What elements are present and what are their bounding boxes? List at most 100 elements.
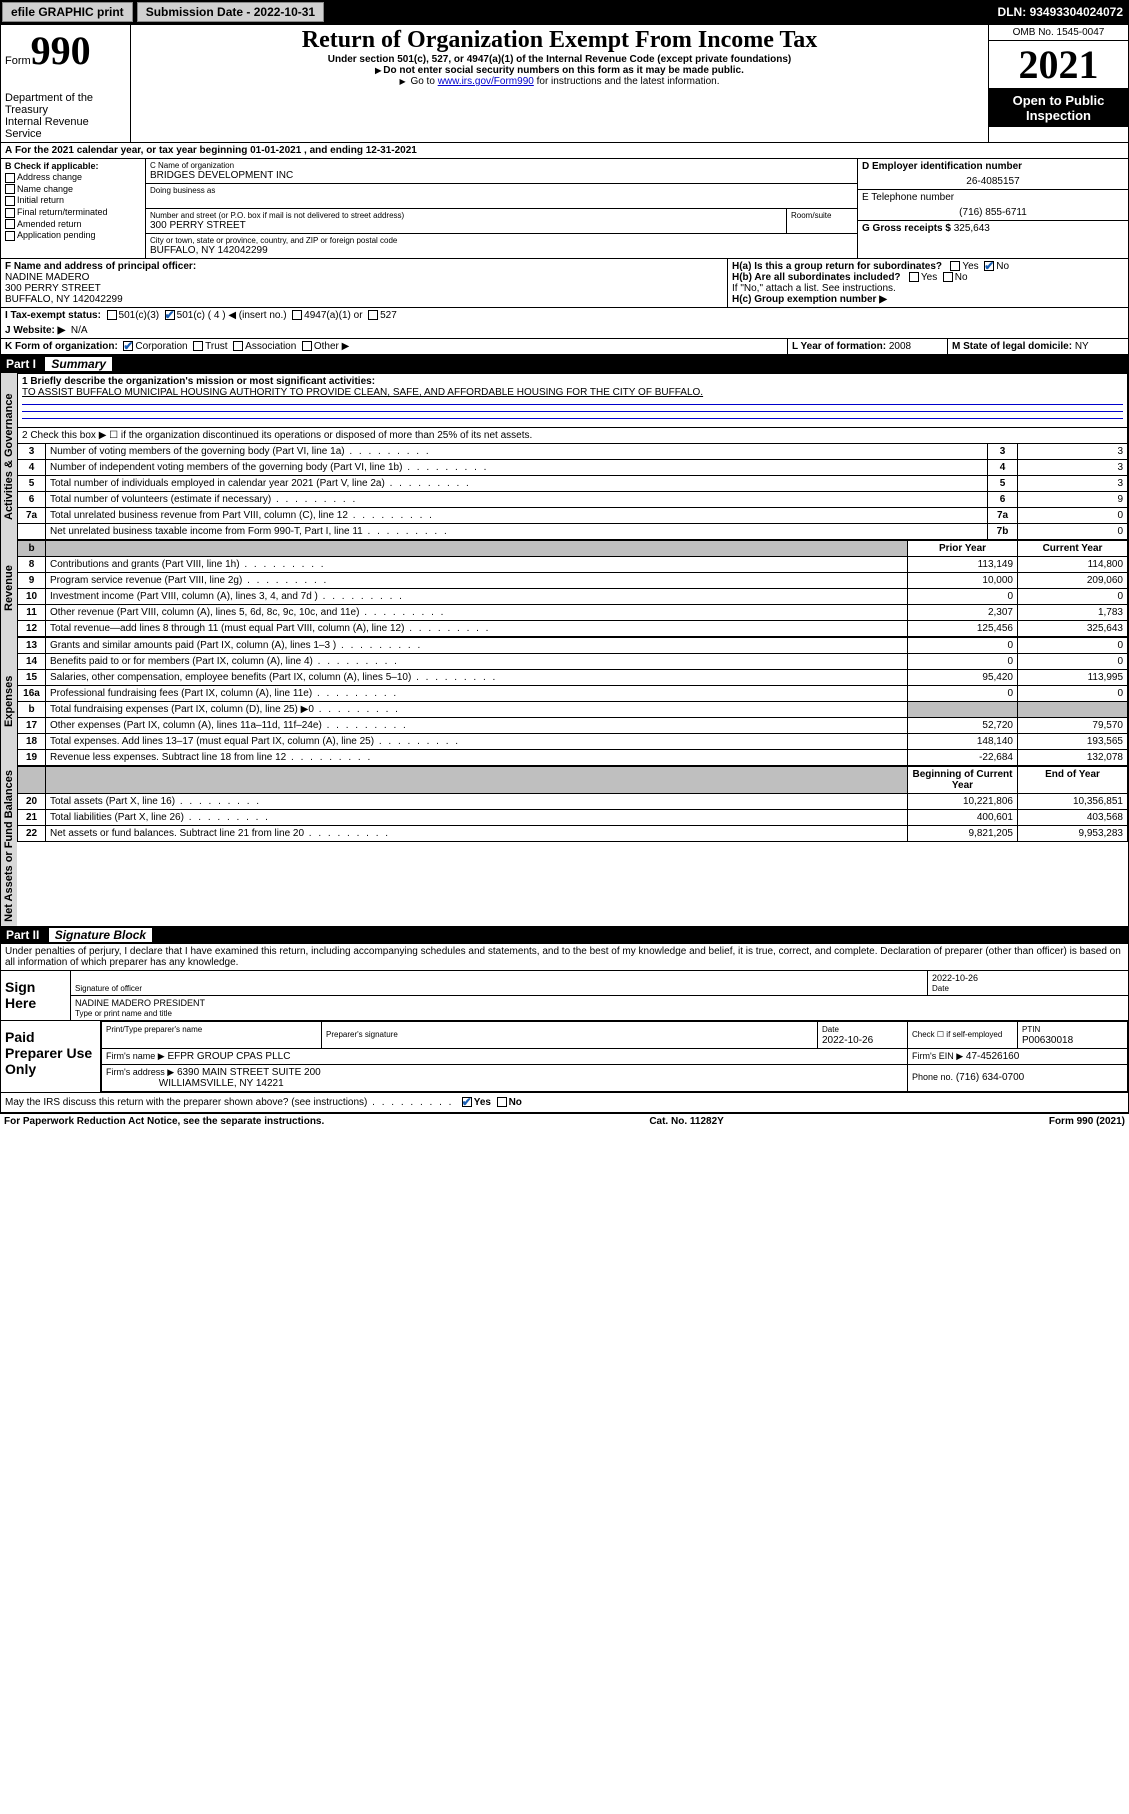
501c-checkbox[interactable] xyxy=(165,310,175,320)
sign-here-block: Sign Here Signature of officer 2022-10-2… xyxy=(0,971,1129,1021)
line-no: 14 xyxy=(18,654,46,670)
ij-row: I Tax-exempt status: 501(c)(3) 501(c) ( … xyxy=(0,308,1129,339)
app-pending-checkbox[interactable] xyxy=(5,231,15,241)
efile-button[interactable]: efile GRAPHIC print xyxy=(2,2,133,22)
line-val: 0 xyxy=(1018,524,1128,540)
amended-return-checkbox[interactable] xyxy=(5,219,15,229)
section-h: H(a) Is this a group return for subordin… xyxy=(728,259,1128,307)
part1-title: Summary xyxy=(45,357,112,371)
firm-addr1: 6390 MAIN STREET SUITE 200 xyxy=(177,1067,321,1078)
klm-row: K Form of organization: Corporation Trus… xyxy=(0,339,1129,355)
line-desc: Other expenses (Part IX, column (A), lin… xyxy=(46,718,908,734)
prep-name-label: Print/Type preparer's name xyxy=(106,1025,202,1034)
501c3-checkbox[interactable] xyxy=(107,310,117,320)
paid-preparer-block: Paid Preparer Use Only Print/Type prepar… xyxy=(0,1021,1129,1093)
hb-note: If "No," attach a list. See instructions… xyxy=(732,283,1124,294)
line-no: 18 xyxy=(18,734,46,750)
line-val: 9 xyxy=(1018,492,1128,508)
ein-value: 26-4085157 xyxy=(862,176,1124,187)
line-desc: Total revenue—add lines 8 through 11 (mu… xyxy=(46,621,908,637)
527-checkbox[interactable] xyxy=(368,310,378,320)
f-label: F Name and address of principal officer: xyxy=(5,261,196,272)
expenses-table: 13 Grants and similar amounts paid (Part… xyxy=(17,637,1128,766)
dba-label: Doing business as xyxy=(150,186,853,195)
firm-addr-label: Firm's address ▶ xyxy=(106,1067,174,1077)
sub3-pre: Go to xyxy=(410,76,437,87)
line-desc: Net assets or fund balances. Subtract li… xyxy=(46,826,908,842)
firm-phone-label: Phone no. xyxy=(912,1072,953,1082)
line-no: 15 xyxy=(18,670,46,686)
line-no: 4 xyxy=(18,460,46,476)
form-subtitle-2: Do not enter social security numbers on … xyxy=(137,65,982,76)
final-return-checkbox[interactable] xyxy=(5,208,15,218)
boy-header: Beginning of Current Year xyxy=(908,767,1018,794)
g-label: G Gross receipts $ xyxy=(862,223,951,234)
line-box: 7b xyxy=(988,524,1018,540)
ha-no-checkbox[interactable] xyxy=(984,261,994,271)
firm-name: EFPR GROUP CPAS PLLC xyxy=(167,1051,290,1062)
corp-checkbox[interactable] xyxy=(123,341,133,351)
org-name: BRIDGES DEVELOPMENT INC xyxy=(150,170,853,181)
line-box: 4 xyxy=(988,460,1018,476)
line-desc: Benefits paid to or for members (Part IX… xyxy=(46,654,908,670)
form-subtitle-1: Under section 501(c), 527, or 4947(a)(1)… xyxy=(137,54,982,65)
line-no: 13 xyxy=(18,638,46,654)
section-f: F Name and address of principal officer:… xyxy=(1,259,728,307)
sig-officer-label: Signature of officer xyxy=(75,984,142,993)
trust-checkbox[interactable] xyxy=(193,341,203,351)
form-year-block: OMB No. 1545-0047 2021 Open to Public In… xyxy=(988,25,1128,142)
sig-date-label: Date xyxy=(932,984,949,993)
j-label: J Website: ▶ xyxy=(5,325,65,336)
irs-link[interactable]: www.irs.gov/Form990 xyxy=(438,76,534,87)
discuss-row: May the IRS discuss this return with the… xyxy=(0,1093,1129,1113)
name-change-checkbox[interactable] xyxy=(5,184,15,194)
address-change-checkbox[interactable] xyxy=(5,173,15,183)
initial-return-checkbox[interactable] xyxy=(5,196,15,206)
section-b-label: B Check if applicable: xyxy=(5,161,99,171)
hc-label: H(c) Group exemption number ▶ xyxy=(732,294,887,305)
hb-yes-checkbox[interactable] xyxy=(909,272,919,282)
prior-val: 0 xyxy=(908,686,1018,702)
activities-governance-block: Activities & Governance 1 Briefly descri… xyxy=(0,373,1129,540)
prior-val: 10,000 xyxy=(908,573,1018,589)
top-bar: efile GRAPHIC print Submission Date - 20… xyxy=(0,0,1129,24)
other-checkbox[interactable] xyxy=(302,341,312,351)
hb-no-checkbox[interactable] xyxy=(943,272,953,282)
line-no: b xyxy=(18,702,46,718)
cb-addr: Address change xyxy=(17,172,82,182)
line-box: 6 xyxy=(988,492,1018,508)
open-to-public: Open to Public Inspection xyxy=(989,89,1128,127)
part1-bar: Part I Summary xyxy=(0,355,1129,373)
line-no: 20 xyxy=(18,794,46,810)
l-label: L Year of formation: xyxy=(792,341,886,352)
cb-app: Application pending xyxy=(17,230,96,240)
ha-yes-checkbox[interactable] xyxy=(950,261,960,271)
m-val: NY xyxy=(1075,341,1089,352)
d-label: D Employer identification number xyxy=(862,161,1022,172)
discuss-text: May the IRS discuss this return with the… xyxy=(5,1097,453,1108)
k-trust: Trust xyxy=(205,341,227,352)
boy-val: 9,821,205 xyxy=(908,826,1018,842)
4947-checkbox[interactable] xyxy=(292,310,302,320)
discuss-yes-checkbox[interactable] xyxy=(462,1097,472,1107)
line-desc: Total assets (Part X, line 16) xyxy=(46,794,908,810)
eoy-val: 9,953,283 xyxy=(1018,826,1128,842)
assoc-checkbox[interactable] xyxy=(233,341,243,351)
prior-val: 95,420 xyxy=(908,670,1018,686)
pra-notice: For Paperwork Reduction Act Notice, see … xyxy=(4,1116,324,1127)
ha-no: No xyxy=(996,261,1009,272)
hb-no: No xyxy=(955,272,968,283)
submission-date: Submission Date - 2022-10-31 xyxy=(137,2,324,22)
line-no: 3 xyxy=(18,444,46,460)
org-address: 300 PERRY STREET xyxy=(150,220,782,231)
discuss-no-checkbox[interactable] xyxy=(497,1097,507,1107)
form-number: 990 xyxy=(31,28,91,73)
form-word: Form xyxy=(5,55,31,67)
i-a1: 4947(a)(1) or xyxy=(304,310,362,321)
line-no: 16a xyxy=(18,686,46,702)
paid-preparer-label: Paid Preparer Use Only xyxy=(1,1021,101,1092)
line-desc: Total unrelated business revenue from Pa… xyxy=(46,508,988,524)
section-l: L Year of formation: 2008 xyxy=(788,339,948,354)
line-box: 5 xyxy=(988,476,1018,492)
a-line-text: For the 2021 calendar year, or tax year … xyxy=(15,145,417,156)
